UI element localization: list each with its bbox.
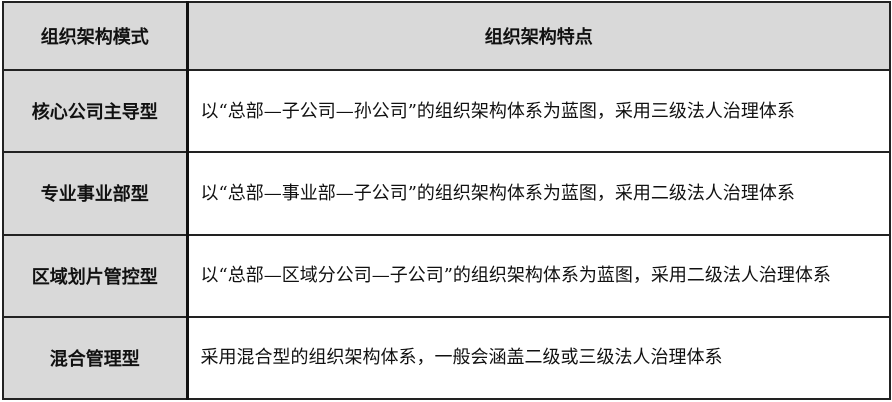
mode-cell: 专业事业部型 bbox=[2, 151, 189, 236]
table-row: 区域划片管控型 以“总部—区域分公司—子公司”的组织架构体系为蓝图，采用二级法人… bbox=[2, 233, 891, 318]
feature-cell: 以“总部—区域分公司—子公司”的组织架构体系为蓝图，采用二级法人治理体系 bbox=[186, 233, 891, 318]
header-row: 组织架构模式 组织架构特点 bbox=[2, 1, 891, 71]
table-row: 核心公司主导型 以“总部—子公司—孙公司”的组织架构体系为蓝图，采用三级法人治理… bbox=[2, 68, 891, 154]
feature-cell: 以“总部—子公司—孙公司”的组织架构体系为蓝图，采用三级法人治理体系 bbox=[186, 68, 891, 154]
mode-cell: 区域划片管控型 bbox=[2, 233, 189, 318]
header-mode: 组织架构模式 bbox=[2, 1, 189, 71]
header-feature: 组织架构特点 bbox=[186, 1, 891, 71]
mode-cell: 核心公司主导型 bbox=[2, 68, 189, 154]
feature-cell: 采用混合型的组织架构体系，一般会涵盖二级或三级法人治理体系 bbox=[186, 315, 891, 401]
table-row: 专业事业部型 以“总部—事业部—子公司”的组织架构体系为蓝图，采用二级法人治理体… bbox=[2, 151, 891, 236]
table-row: 混合管理型 采用混合型的组织架构体系，一般会涵盖二级或三级法人治理体系 bbox=[2, 315, 891, 401]
mode-cell: 混合管理型 bbox=[2, 315, 189, 401]
feature-cell: 以“总部—事业部—子公司”的组织架构体系为蓝图，采用二级法人治理体系 bbox=[186, 151, 891, 236]
